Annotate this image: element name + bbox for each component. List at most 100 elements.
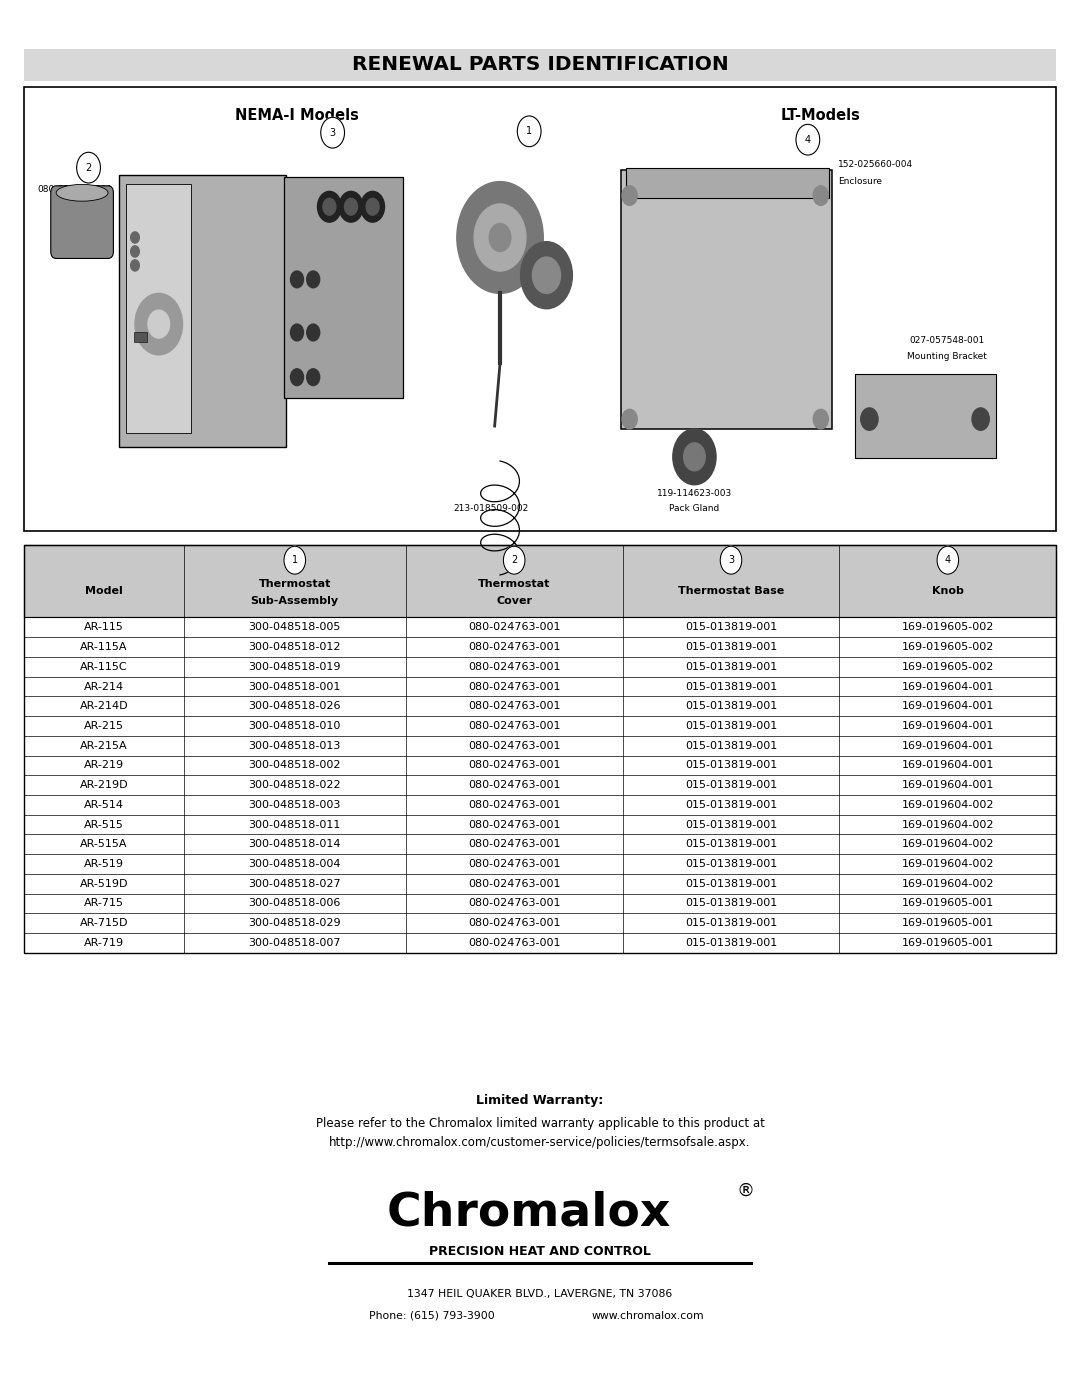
FancyBboxPatch shape: [24, 914, 1056, 933]
Text: 169-019604-001: 169-019604-001: [902, 682, 994, 692]
Text: Please refer to the Chromalox limited warranty applicable to this product at: Please refer to the Chromalox limited wa…: [315, 1116, 765, 1130]
Circle shape: [532, 257, 561, 293]
Text: 300-048518-007: 300-048518-007: [248, 937, 341, 949]
Text: 169-019604-001: 169-019604-001: [902, 701, 994, 711]
Text: Mounting Bracket: Mounting Bracket: [907, 352, 987, 360]
Text: 080-024763-001: 080-024763-001: [468, 760, 561, 770]
Circle shape: [622, 409, 637, 429]
Text: Pack Gland: Pack Gland: [670, 504, 719, 513]
Circle shape: [321, 117, 345, 148]
Text: Enclosure: Enclosure: [838, 177, 882, 186]
Text: 169-019605-001: 169-019605-001: [902, 898, 994, 908]
FancyBboxPatch shape: [621, 170, 832, 429]
Text: 169-019604-002: 169-019604-002: [902, 820, 994, 830]
Text: 015-013819-001: 015-013819-001: [685, 918, 778, 928]
FancyBboxPatch shape: [24, 696, 1056, 717]
FancyBboxPatch shape: [24, 933, 1056, 953]
Text: 152-025660-004: 152-025660-004: [838, 161, 914, 169]
Text: 300-048518-010: 300-048518-010: [248, 721, 341, 731]
Circle shape: [796, 124, 820, 155]
Text: 169-019604-002: 169-019604-002: [902, 879, 994, 888]
Text: 300-048518-029: 300-048518-029: [248, 918, 341, 928]
Text: AR-514: AR-514: [84, 800, 124, 810]
Text: 080-510512-001: 080-510512-001: [38, 186, 113, 194]
Text: 015-013819-001: 015-013819-001: [685, 859, 778, 869]
Text: Model: Model: [85, 585, 123, 597]
Circle shape: [318, 191, 341, 222]
Text: AR-515A: AR-515A: [80, 840, 127, 849]
Text: Thermostat: Thermostat: [258, 578, 330, 590]
Text: AR-214D: AR-214D: [80, 701, 129, 711]
Text: 300-048518-019: 300-048518-019: [248, 662, 341, 672]
Text: AR-115: AR-115: [84, 622, 124, 633]
Text: AR-519D: AR-519D: [80, 879, 129, 888]
Circle shape: [673, 429, 716, 485]
Text: 015-013819-001: 015-013819-001: [685, 701, 778, 711]
Circle shape: [307, 324, 320, 341]
Text: AR-215A: AR-215A: [80, 740, 127, 750]
Text: 300-048518-005: 300-048518-005: [248, 622, 341, 633]
Text: Chromalox: Chromalox: [387, 1190, 672, 1235]
Text: 2: 2: [511, 555, 517, 566]
Text: 1: 1: [526, 126, 532, 137]
Text: 300-048518-006: 300-048518-006: [248, 898, 341, 908]
Text: 4: 4: [945, 555, 950, 566]
Text: AR-115C: AR-115C: [80, 662, 127, 672]
Text: 080-024763-001: 080-024763-001: [468, 898, 561, 908]
Text: Thermostat: Thermostat: [478, 578, 551, 590]
FancyBboxPatch shape: [24, 834, 1056, 854]
Text: 169-019605-001: 169-019605-001: [902, 937, 994, 949]
Text: 015-013819-001: 015-013819-001: [685, 682, 778, 692]
FancyBboxPatch shape: [24, 795, 1056, 814]
Circle shape: [339, 191, 363, 222]
Text: 015-013819-001: 015-013819-001: [685, 879, 778, 888]
Circle shape: [503, 546, 525, 574]
Text: 300-048518-014: 300-048518-014: [248, 840, 341, 849]
Text: Sub-Assembly: Sub-Assembly: [251, 595, 339, 606]
Circle shape: [521, 242, 572, 309]
Text: 015-013819-001: 015-013819-001: [685, 937, 778, 949]
FancyBboxPatch shape: [51, 186, 113, 258]
FancyBboxPatch shape: [24, 637, 1056, 657]
Text: 080-024763-001: 080-024763-001: [468, 918, 561, 928]
Text: 300-048518-011: 300-048518-011: [248, 820, 341, 830]
Text: Phone: (615) 793-3900: Phone: (615) 793-3900: [369, 1310, 495, 1322]
Text: 300-048518-022: 300-048518-022: [248, 780, 341, 791]
Text: ®: ®: [737, 1182, 754, 1199]
Text: 080-024763-001: 080-024763-001: [468, 879, 561, 888]
Text: AR-719: AR-719: [84, 937, 124, 949]
Text: 015-013819-001: 015-013819-001: [685, 740, 778, 750]
Circle shape: [135, 293, 183, 355]
Text: 169-019604-001: 169-019604-001: [902, 780, 994, 791]
Text: 169-019604-002: 169-019604-002: [902, 859, 994, 869]
FancyBboxPatch shape: [284, 177, 403, 398]
Text: 300-048518-004: 300-048518-004: [248, 859, 341, 869]
Text: 300-048518-013: 300-048518-013: [248, 740, 341, 750]
Text: 015-013819-001: 015-013819-001: [685, 721, 778, 731]
Text: 3: 3: [728, 555, 734, 566]
Circle shape: [489, 224, 511, 251]
Text: Cover: Cover: [496, 595, 532, 606]
Circle shape: [622, 186, 637, 205]
Text: AR-219: AR-219: [84, 760, 124, 770]
FancyBboxPatch shape: [24, 545, 1056, 617]
Circle shape: [131, 246, 139, 257]
Text: www.chromalox.com: www.chromalox.com: [592, 1310, 704, 1322]
Text: 2: 2: [85, 162, 92, 173]
Text: 3: 3: [329, 127, 336, 138]
Text: LT-Models: LT-Models: [781, 109, 861, 123]
Text: 080-024763-001: 080-024763-001: [468, 643, 561, 652]
Circle shape: [307, 271, 320, 288]
Text: http://www.chromalox.com/customer-service/policies/termsofsale.aspx.: http://www.chromalox.com/customer-servic…: [329, 1136, 751, 1150]
Text: 027-057548-001: 027-057548-001: [909, 337, 985, 345]
Circle shape: [77, 152, 100, 183]
FancyBboxPatch shape: [24, 875, 1056, 894]
Text: 300-048518-003: 300-048518-003: [248, 800, 341, 810]
Text: 169-019605-001: 169-019605-001: [902, 918, 994, 928]
Circle shape: [291, 271, 303, 288]
FancyBboxPatch shape: [24, 717, 1056, 736]
FancyBboxPatch shape: [24, 617, 1056, 637]
FancyBboxPatch shape: [119, 175, 286, 447]
Text: 080-024763-001: 080-024763-001: [468, 780, 561, 791]
Circle shape: [284, 546, 306, 574]
